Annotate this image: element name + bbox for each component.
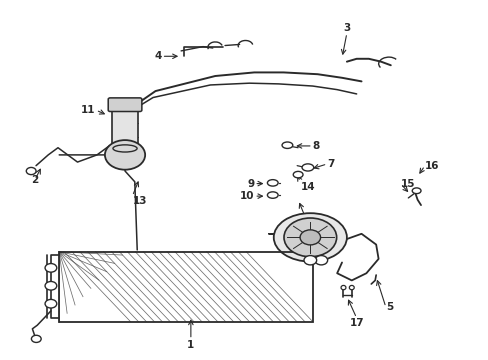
Text: 17: 17 — [348, 318, 363, 328]
Text: 12: 12 — [130, 146, 144, 156]
Ellipse shape — [273, 213, 346, 262]
Text: 2: 2 — [31, 175, 39, 185]
Circle shape — [300, 230, 320, 245]
Text: 15: 15 — [400, 179, 414, 189]
Text: 5: 5 — [385, 302, 392, 312]
Text: 16: 16 — [424, 161, 439, 171]
Text: 11: 11 — [81, 105, 96, 115]
Ellipse shape — [302, 164, 313, 171]
Text: 6: 6 — [301, 218, 308, 228]
Circle shape — [284, 218, 336, 257]
Text: 14: 14 — [300, 182, 315, 192]
Circle shape — [45, 300, 57, 308]
Circle shape — [314, 256, 327, 265]
Ellipse shape — [411, 188, 420, 194]
Text: 8: 8 — [312, 141, 319, 151]
Text: 4: 4 — [154, 51, 161, 61]
Bar — [59, 252, 312, 321]
Circle shape — [45, 264, 57, 272]
Ellipse shape — [267, 180, 278, 186]
Circle shape — [26, 167, 36, 175]
Circle shape — [31, 335, 41, 342]
Ellipse shape — [293, 171, 303, 178]
Text: 10: 10 — [239, 191, 254, 201]
Ellipse shape — [282, 142, 292, 148]
Text: 3: 3 — [343, 23, 350, 33]
Ellipse shape — [340, 285, 345, 290]
Circle shape — [105, 140, 145, 170]
Circle shape — [304, 256, 316, 265]
FancyBboxPatch shape — [108, 98, 142, 112]
Bar — [111, 108, 138, 151]
Text: 1: 1 — [187, 339, 194, 350]
Text: 13: 13 — [132, 196, 146, 206]
Ellipse shape — [267, 192, 278, 198]
Circle shape — [45, 282, 57, 290]
Text: 9: 9 — [246, 179, 254, 189]
Text: 7: 7 — [327, 159, 334, 169]
Ellipse shape — [348, 285, 353, 290]
